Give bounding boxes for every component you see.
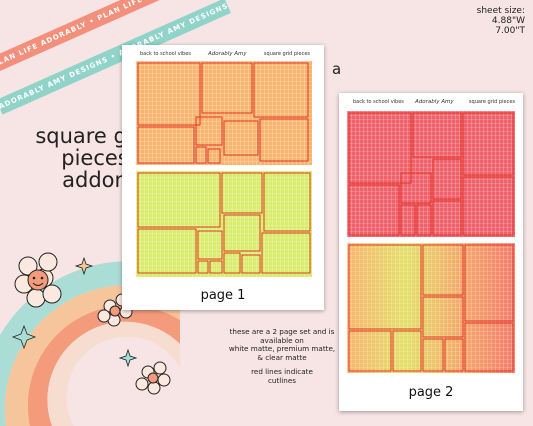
- page-2-grid-pieces: [347, 111, 515, 373]
- sheet-size-height: 7.00"T: [495, 26, 525, 36]
- page-1-grid-pieces: [136, 61, 312, 277]
- smiley-flower-icon: [14, 252, 62, 308]
- sheet-header-left: back to school vibes: [353, 99, 404, 105]
- sheet-size-label: sheet size:: [476, 6, 525, 16]
- sheet-header: back to school vibes Adorably Amy square…: [122, 49, 324, 61]
- sheet-size-width: 4.88"W: [491, 16, 525, 26]
- info-text: these are a 2 page set and is available …: [222, 327, 342, 385]
- sticker-sheet-page-2: back to school vibes Adorably Amy square…: [339, 93, 523, 411]
- sheet-header-right: square grid pieces: [263, 51, 310, 57]
- sparkle-icon: [74, 256, 94, 276]
- bottom-flower-icon: [135, 361, 171, 395]
- info-line: available on: [260, 335, 304, 345]
- page-2-label: page 2: [408, 385, 454, 400]
- info-line: white matte, premium matte,: [228, 344, 336, 353]
- sheet-brand: Adorably Amy: [415, 99, 454, 105]
- title-line-2: pieces: [61, 146, 129, 170]
- title-line-3: addon: [62, 168, 128, 192]
- sheet-header: back to school vibes Adorably Amy square…: [339, 97, 523, 109]
- sticker-sheet-page-1: back to school vibes Adorably Amy square…: [122, 45, 324, 310]
- info-line: cutlines: [267, 375, 297, 385]
- sheet-brand: Adorably Amy: [208, 51, 247, 57]
- info-line: red lines indicate: [251, 367, 313, 376]
- info-line: these are a 2 page set and is: [229, 327, 335, 336]
- sparkle-icon: [11, 324, 37, 350]
- page-1-label: page 1: [200, 288, 246, 303]
- sparkle-icon: [118, 348, 138, 368]
- info-line: & clear matte: [257, 352, 307, 362]
- sheet-header-left: back to school vibes: [140, 51, 191, 57]
- sheet-header-right: square grid pieces: [468, 99, 515, 105]
- sheet-size-info: sheet size: 4.88"W 7.00"T: [477, 6, 525, 36]
- variant-letter: a: [332, 60, 342, 78]
